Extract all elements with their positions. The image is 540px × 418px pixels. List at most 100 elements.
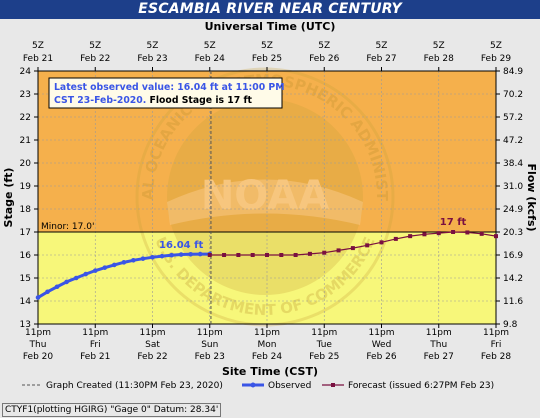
observed-point [73,275,79,281]
flow-tick-label: 16.9 [503,251,523,261]
cst-tick-day: Sun [201,340,218,350]
forecast-point [479,231,484,236]
stage-tick-label: 13 [20,320,31,330]
cst-tick-label: 11pm [254,328,280,338]
seal-noaa-text: NOAA [201,173,329,219]
cst-tick-label: 11pm [140,328,166,338]
right-axis-title: Flow (kcfs) [525,163,538,231]
utc-tick-label: 5Z [204,41,216,51]
legend-forecast-label: Forecast (issued 6:27PM Feb 23) [348,381,494,391]
cst-tick-day: Thu [29,340,47,350]
cst-tick-day: Wed [372,340,392,350]
cst-tick-day: Tue [316,340,333,350]
cst-tick-label: 11pm [197,328,223,338]
top-axis-title: Universal Time (UTC) [205,20,336,33]
cst-tick-day: Sat [145,340,160,350]
stage-tick-label: 14 [20,297,32,307]
utc-tick-label: 5Z [89,41,101,51]
flow-tick-label: 14.2 [503,274,523,284]
legend-observed-label: Observed [268,381,311,391]
observed-point [45,289,50,295]
cst-tick-date: Feb 26 [366,352,397,362]
cst-tick-label: 11pm [369,328,395,338]
forecast-point [207,253,212,257]
stage-tick-label: 23 [20,90,31,100]
observed-point [35,295,41,300]
info-box [48,77,283,109]
observed-point [102,265,108,270]
cst-tick-label: 11pm [311,328,337,338]
stage-tick-label: 16 [20,251,32,261]
forecast-point [250,253,255,257]
observed-point [197,251,203,257]
series [35,71,498,324]
observed-point [112,262,117,268]
flow-tick-label: 84.9 [503,67,523,77]
stage-tick-label: 17 [20,228,31,238]
forecast-point [379,240,384,245]
observed-point [188,252,193,257]
forecast-point [465,230,470,235]
forecast-point [279,253,284,257]
utc-tick-label: 5Z [318,41,330,51]
utc-tick-label: 5Z [261,41,273,51]
forecast-point [393,236,398,241]
utc-tick-date: Feb 28 [424,54,455,64]
bottom-axis-title: Site Time (CST) [222,365,318,378]
seal-bird-shape [167,179,363,225]
forecast-point [265,253,269,257]
utc-tick-label: 5Z [376,41,388,51]
observed-point [54,284,60,290]
info-box-line2: CST 23-Feb-2020. Flood Stage is 17 ft [54,95,252,106]
cst-tick-day: Fri [90,340,101,350]
observed-point [83,271,89,277]
minor-stage-label: Minor: 17.0' [41,222,94,232]
cst-tick-day: Thu [429,340,447,350]
chart-title: ESCAMBIA RIVER NEAR CENTURY [0,0,540,19]
utc-tick-date: Feb 22 [80,54,110,64]
legend-created-label: Graph Created (11:30PM Feb 23, 2020) [46,381,223,391]
left-axis-title: Stage (ft) [2,168,15,228]
hydrograph-chart: NOAANATIONAL OCEANIC AND ATMOSPHERIC ADM… [0,19,538,391]
cst-tick-date: Feb 21 [80,352,110,362]
observed-point [64,279,69,285]
forecast-point [365,243,370,248]
flow-tick-label: 9.8 [503,320,518,330]
flow-tick-label: 38.4 [503,159,523,169]
flow-tick-label: 70.2 [503,90,523,100]
stage-tick-label: 19 [20,182,32,192]
forecast-point [408,234,413,239]
cst-tick-date: Feb 22 [137,352,167,362]
cst-tick-date: Feb 24 [252,352,283,362]
cst-tick-date: Feb 28 [481,352,512,362]
forecast-point [422,232,427,237]
forecast-point [322,250,327,255]
utc-tick-label: 5Z [433,41,445,51]
axes: 13 14 15 16 17 18 19 20 21 22 23 24 9.8 11.6 14.2 16.9 2… [2,20,538,378]
utc-tick-date: Feb 29 [481,54,512,64]
forecast-point [350,246,355,251]
flow-tick-label: 47.2 [503,136,523,146]
forecast-crest-label: 17 ft [440,217,467,228]
stage-tick-label: 20 [20,159,32,169]
utc-tick-date: Feb 23 [137,54,167,64]
flow-tick-label: 24.9 [503,205,523,215]
forecast-point [451,230,456,234]
utc-tick-date: Feb 25 [252,54,282,64]
forecast-point [236,253,241,257]
observed-point [150,255,155,260]
forecast-point [436,231,441,236]
labels: 16.04 ft 17 ft Latest observed value: 16.0… [22,77,494,391]
observed-point [159,253,165,259]
cst-tick-day: Mon [258,340,277,350]
flow-tick-label: 57.2 [503,113,523,123]
utc-tick-label: 5Z [32,41,44,51]
cst-tick-label: 11pm [82,328,108,338]
flow-tick-label: 20.3 [503,228,523,238]
cst-tick-label: 11pm [426,328,452,338]
cst-tick-date: Feb 25 [309,352,339,362]
flow-tick-label: 11.6 [503,297,523,307]
observed-point [169,252,174,258]
observed-point [131,257,136,263]
forecast-point [293,253,298,257]
